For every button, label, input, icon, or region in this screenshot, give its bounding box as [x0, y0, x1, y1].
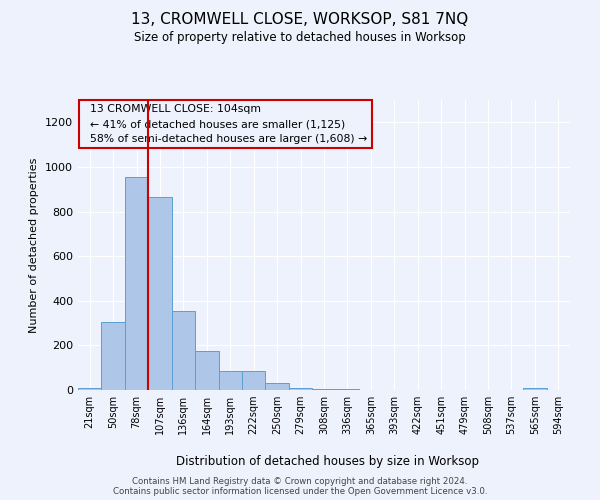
Text: Distribution of detached houses by size in Worksop: Distribution of detached houses by size …	[176, 454, 479, 468]
Bar	[242, 371, 265, 390]
Bar	[125, 177, 148, 390]
Bar	[289, 388, 312, 390]
Bar	[148, 197, 172, 390]
Bar	[265, 384, 289, 390]
Text: 13 CROMWELL CLOSE: 104sqm
  ← 41% of detached houses are smaller (1,125)
  58% o: 13 CROMWELL CLOSE: 104sqm ← 41% of detac…	[83, 104, 367, 144]
Text: Contains HM Land Registry data © Crown copyright and database right 2024.: Contains HM Land Registry data © Crown c…	[132, 477, 468, 486]
Bar	[218, 371, 242, 390]
Y-axis label: Number of detached properties: Number of detached properties	[29, 158, 40, 332]
Bar	[101, 322, 125, 390]
Text: Contains public sector information licensed under the Open Government Licence v3: Contains public sector information licen…	[113, 487, 487, 496]
Text: 13, CROMWELL CLOSE, WORKSOP, S81 7NQ: 13, CROMWELL CLOSE, WORKSOP, S81 7NQ	[131, 12, 469, 28]
Bar	[523, 388, 547, 390]
Bar	[78, 388, 101, 390]
Bar	[195, 351, 218, 390]
Text: Size of property relative to detached houses in Worksop: Size of property relative to detached ho…	[134, 31, 466, 44]
Bar	[172, 311, 195, 390]
